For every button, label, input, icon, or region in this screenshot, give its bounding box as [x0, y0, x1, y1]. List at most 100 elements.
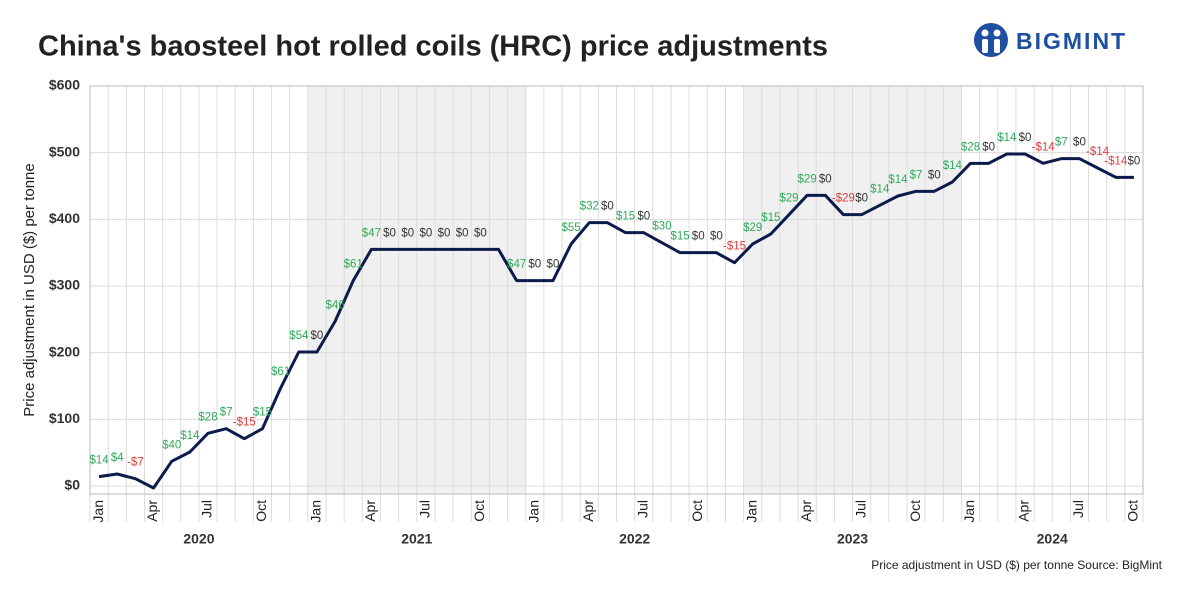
year-label: 2022: [619, 531, 650, 547]
adjustment-label: $0: [819, 173, 832, 185]
adjustment-label: $4: [111, 452, 124, 464]
adjustment-label: $40: [162, 439, 181, 451]
source-note: Price adjustment in USD ($) per tonne So…: [871, 558, 1162, 572]
adjustment-label: -$7: [127, 457, 144, 469]
x-tick-label: Jan: [526, 500, 542, 523]
adjustment-label: $0: [419, 227, 432, 239]
x-tick-label: Oct: [1125, 500, 1141, 522]
adjustment-label: $0: [547, 259, 560, 271]
adjustment-label: $7: [220, 407, 233, 419]
adjustment-label: $14: [870, 183, 890, 195]
y-tick-label: $100: [49, 410, 80, 426]
logo-icon-part: [981, 29, 989, 37]
adjustment-label: $7: [1055, 137, 1068, 149]
y-tick-label: $0: [64, 477, 80, 493]
x-tick-label: Oct: [253, 500, 269, 522]
adjustment-label: $47: [507, 259, 526, 271]
adjustment-label: $15: [253, 407, 272, 419]
adjustment-label: $14: [180, 430, 200, 442]
logo-icon: [974, 23, 1008, 57]
x-tick-label: Apr: [144, 500, 160, 522]
adjustment-label: $0: [1128, 155, 1141, 167]
x-tick-label: Oct: [907, 500, 923, 522]
adjustment-label: $29: [798, 173, 817, 185]
adjustment-label: $0: [1073, 137, 1086, 149]
adjustment-label: $14: [888, 174, 908, 186]
brand-name: BIGMINT: [1016, 28, 1127, 54]
adjustment-label: $61: [271, 366, 290, 378]
adjustment-label: $47: [362, 227, 381, 239]
x-tick-label: Jul: [852, 500, 868, 518]
adjustment-label: -$14: [1032, 141, 1056, 153]
adjustment-label: $0: [982, 141, 995, 153]
x-tick-label: Jul: [417, 500, 433, 518]
adjustment-label: -$15: [233, 417, 256, 429]
adjustment-label: $0: [637, 211, 650, 223]
x-tick-label: Jul: [199, 500, 215, 518]
adjustment-label: $0: [710, 231, 723, 243]
adjustment-label: $55: [562, 222, 581, 234]
adjustment-label: $0: [456, 227, 469, 239]
adjustment-label: $0: [855, 193, 868, 205]
x-tick-label: Apr: [1016, 500, 1032, 522]
x-tick-label: Jan: [90, 500, 106, 523]
adjustment-label: $30: [652, 221, 671, 233]
brand-logo: BIGMINT: [974, 23, 1127, 57]
adjustment-label: $0: [928, 169, 941, 181]
logo-icon-part: [993, 29, 1001, 37]
adjustment-label: $14: [943, 160, 963, 172]
adjustment-label: $15: [670, 231, 689, 243]
adjustment-label: -$29: [832, 193, 855, 205]
year-label: 2021: [401, 531, 432, 547]
adjustment-label: $14: [997, 132, 1017, 144]
adjustment-label: -$14: [1104, 155, 1128, 167]
year-label: 2023: [837, 531, 868, 547]
x-tick-label: Oct: [689, 500, 705, 522]
plot-frame: [89, 85, 1144, 495]
adjustment-label: $29: [779, 193, 798, 205]
x-tick-label: Jul: [634, 500, 650, 518]
logo-icon-part: [982, 39, 988, 53]
adjustment-label: $0: [401, 227, 414, 239]
adjustment-label: $0: [692, 231, 705, 243]
adjustment-label: -$14: [1086, 146, 1110, 158]
adjustment-label: -$15: [723, 241, 746, 253]
adjustment-label: $7: [910, 169, 923, 181]
y-tick-label: $500: [49, 143, 80, 159]
adjustment-label: $32: [580, 201, 599, 213]
adjustment-label: $0: [474, 227, 487, 239]
adjustment-label: $0: [383, 227, 396, 239]
logo-icon-part: [994, 39, 1000, 53]
x-tick-label: Apr: [362, 500, 378, 522]
adjustment-label: $0: [1019, 132, 1032, 144]
adjustment-label: $14: [89, 455, 109, 467]
adjustment-label: $28: [961, 141, 980, 153]
adjustment-label: $28: [198, 411, 217, 423]
y-axis-label: Price adjustment in USD ($) per tonne: [21, 163, 38, 416]
adjustment-label: $54: [289, 330, 309, 342]
x-tick-label: Jan: [308, 500, 324, 523]
adjustment-label: $46: [326, 299, 345, 311]
adjustment-label: $0: [601, 201, 614, 213]
adjustment-label: $15: [616, 211, 635, 223]
adjustment-label: $61: [344, 259, 363, 271]
y-tick-label: $300: [49, 277, 80, 293]
adjustment-label: $29: [743, 222, 762, 234]
chart-title: China's baosteel hot rolled coils (HRC) …: [38, 31, 828, 63]
x-tick-label: Apr: [798, 500, 814, 522]
y-tick-label: $400: [49, 210, 80, 226]
x-tick-label: Oct: [471, 500, 487, 522]
x-tick-label: Jan: [961, 500, 977, 523]
y-tick-label: $200: [49, 343, 80, 359]
x-tick-label: Apr: [580, 500, 596, 522]
adjustment-label: $15: [761, 212, 780, 224]
x-tick-label: Jan: [743, 500, 759, 523]
y-tick-label: $600: [49, 77, 80, 93]
year-label: 2020: [183, 531, 214, 547]
adjustment-label: $0: [438, 227, 451, 239]
x-tick-label: Jul: [1070, 500, 1086, 518]
adjustment-label: $0: [311, 330, 324, 342]
price-line: [98, 152, 1134, 490]
adjustment-label: $0: [528, 259, 541, 271]
